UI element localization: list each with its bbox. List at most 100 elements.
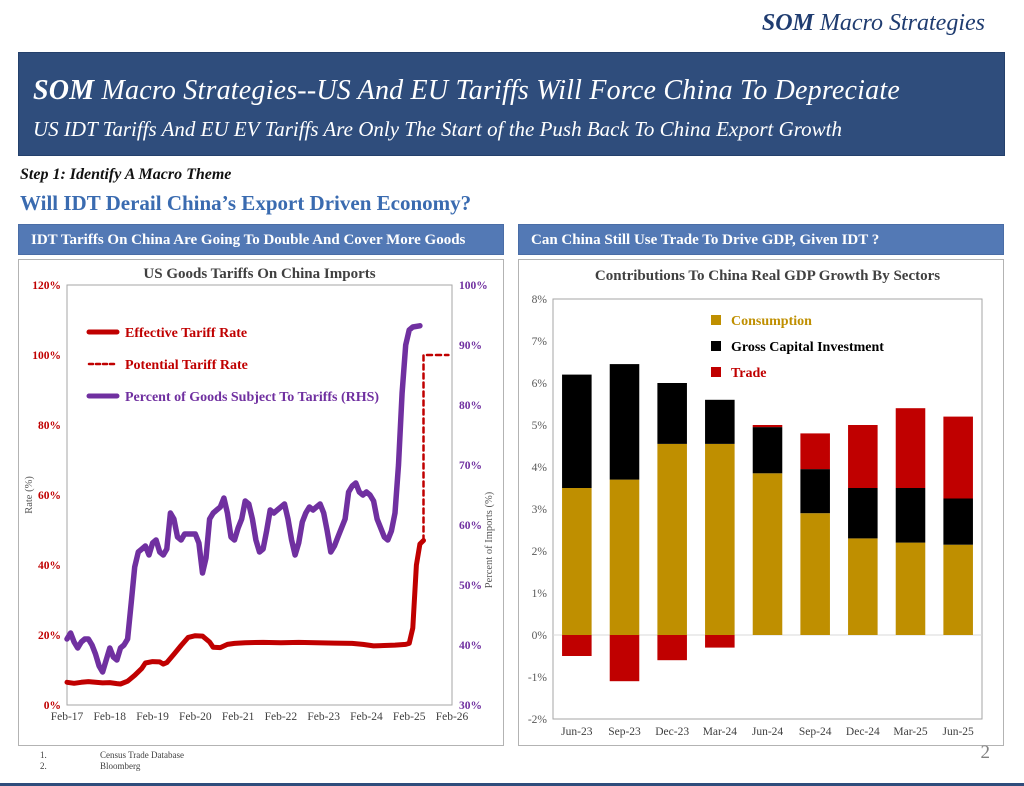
y-right-tick-label: 100% — [459, 280, 488, 292]
y-right-tick-label: 90% — [459, 340, 482, 352]
x-category-label: Sep-24 — [799, 726, 832, 738]
question-heading: Will IDT Derail China’s Export Driven Ec… — [20, 191, 472, 215]
bottom-accent-strip — [0, 783, 1024, 786]
legend-label-potential-tariff-rate: Potential Tariff Rate — [125, 358, 248, 373]
legend-label-consumption: Consumption — [731, 314, 812, 329]
y-right-tick-label: 40% — [459, 640, 482, 652]
right-chart-header: Can China Still Use Trade To Drive GDP, … — [518, 224, 1004, 255]
series-percent-of-goods-subject-to-tariffs-rhs — [64, 323, 423, 675]
legend-label-effective-tariff-rate: Effective Tariff Rate — [125, 326, 247, 341]
legend-swatch-consumption — [711, 315, 721, 325]
banner-title: SOM Macro Strategies--US And EU Tariffs … — [33, 75, 900, 106]
company-logo: SOM Macro Strategies — [762, 10, 985, 37]
y-right-axis-title: Percent of Imports (%) — [484, 491, 495, 588]
bar-jun-25-consumption — [943, 544, 973, 635]
y-tick-label: 3% — [532, 504, 548, 516]
x-tick-label: Feb-22 — [265, 711, 298, 723]
bar-dec-23-gross-capital-investment — [657, 383, 687, 444]
x-category-label: Dec-24 — [846, 726, 880, 738]
y-left-tick-label: 20% — [38, 630, 61, 642]
series-potential-tariff-rate — [422, 353, 450, 542]
bar-sep-23-trade — [609, 635, 640, 682]
x-category-label: Mar-24 — [703, 726, 738, 738]
bar-dec-23-trade — [657, 635, 687, 661]
bar-sep-23-consumption — [609, 479, 640, 635]
y-tick-label: 5% — [532, 420, 548, 432]
bar-mar-24-consumption — [705, 443, 735, 635]
x-category-label: Mar-25 — [893, 726, 928, 738]
x-tick-label: Feb-25 — [393, 711, 426, 723]
banner-subtitle: US IDT Tariffs And EU EV Tariffs Are Onl… — [33, 117, 842, 141]
legend-swatch-trade — [711, 367, 721, 377]
y-right-tick-label: 70% — [459, 460, 482, 472]
footnote-2: 2. Bloomberg — [40, 761, 141, 771]
y-left-tick-label: 40% — [38, 560, 61, 572]
y-tick-label: -2% — [528, 714, 548, 726]
bar-jun-24-trade — [752, 425, 783, 428]
bar-sep-24-trade — [800, 433, 830, 470]
x-tick-label: Feb-26 — [436, 711, 469, 723]
y-tick-label: 4% — [532, 462, 548, 474]
x-tick-label: Feb-24 — [350, 711, 383, 723]
bar-mar-24-gross-capital-investment — [705, 399, 735, 444]
x-category-label: Jun-24 — [752, 726, 784, 738]
bar-sep-24-consumption — [800, 513, 830, 635]
bar-mar-25-trade — [895, 408, 926, 488]
y-right-tick-label: 80% — [459, 400, 482, 412]
bar-dec-24-consumption — [848, 538, 878, 635]
bar-jun-25-gross-capital-investment — [943, 498, 973, 545]
y-left-tick-label: 100% — [32, 350, 61, 362]
gdp-bar-chart-card: Contributions To China Real GDP Growth B… — [518, 259, 1004, 746]
bar-sep-24-gross-capital-investment — [800, 469, 830, 514]
y-left-tick-label: 120% — [32, 280, 61, 292]
footnote-1: 1. Census Trade Database — [40, 750, 184, 760]
bar-jun-24-gross-capital-investment — [752, 427, 783, 474]
x-category-label: Sep-23 — [608, 726, 641, 738]
y-tick-label: -1% — [528, 672, 548, 684]
y-right-tick-label: 50% — [459, 580, 482, 592]
gdp-bar-chart: Contributions To China Real GDP Growth B… — [528, 268, 983, 738]
tariff-line-chart-card: US Goods Tariffs On China Imports 0% 20% 40… — [18, 259, 504, 746]
x-tick-label: Feb-20 — [179, 711, 212, 723]
plot-border — [552, 298, 983, 720]
plot-border — [66, 284, 453, 706]
logo-som: SOM — [761, 10, 814, 36]
x-tick-label: Feb-19 — [136, 711, 169, 723]
y-tick-label: 1% — [532, 588, 548, 600]
y-left-tick-label: 60% — [38, 490, 61, 502]
x-category-label: Dec-23 — [655, 726, 689, 738]
bar-sep-23-gross-capital-investment — [609, 364, 640, 480]
x-tick-label: Feb-18 — [93, 711, 126, 723]
logo-rest: Macro Strategies — [813, 10, 985, 36]
left-chart-header: IDT Tariffs On China Are Going To Double… — [18, 224, 504, 255]
bar-mar-25-gross-capital-investment — [895, 488, 926, 543]
x-tick-label: Feb-23 — [307, 711, 340, 723]
x-category-label: Jun-25 — [943, 726, 975, 738]
bar-jun-23-trade — [562, 635, 592, 656]
y-left-tick-label: 0% — [44, 700, 61, 712]
bar-dec-23-consumption — [657, 443, 687, 635]
bar-jun-24-consumption — [752, 473, 783, 635]
bar-dec-24-trade — [848, 425, 878, 488]
bar-dec-24-gross-capital-investment — [848, 488, 878, 539]
y-tick-label: 0% — [532, 630, 548, 642]
bar-jun-23-gross-capital-investment — [562, 374, 592, 488]
legend-swatch-gross-capital-investment — [711, 341, 721, 351]
legend-label-percent-of-goods-subject-to-tariffs-rhs: Percent of Goods Subject To Tariffs (RHS… — [125, 390, 379, 405]
page-number: 2 — [980, 742, 991, 763]
y-left-tick-label: 80% — [38, 420, 61, 432]
left-chart-title: US Goods Tariffs On China Imports — [143, 266, 375, 282]
y-tick-label: 6% — [532, 378, 548, 390]
x-tick-label: Feb-21 — [222, 711, 255, 723]
legend-label-trade: Trade — [731, 366, 767, 381]
y-left-axis-title: Rate (%) — [24, 476, 35, 514]
bar-jun-23-consumption — [562, 488, 592, 635]
right-chart-title: Contributions To China Real GDP Growth B… — [595, 268, 940, 284]
y-tick-label: 2% — [532, 546, 548, 558]
bar-mar-25-consumption — [895, 542, 926, 635]
step-heading: Step 1: Identify A Macro Theme — [20, 166, 232, 183]
tariff-line-chart: US Goods Tariffs On China Imports 0% 20% 40… — [24, 266, 495, 723]
title-banner: SOM Macro Strategies--US And EU Tariffs … — [18, 52, 1005, 156]
x-tick-label: Feb-17 — [51, 711, 84, 723]
